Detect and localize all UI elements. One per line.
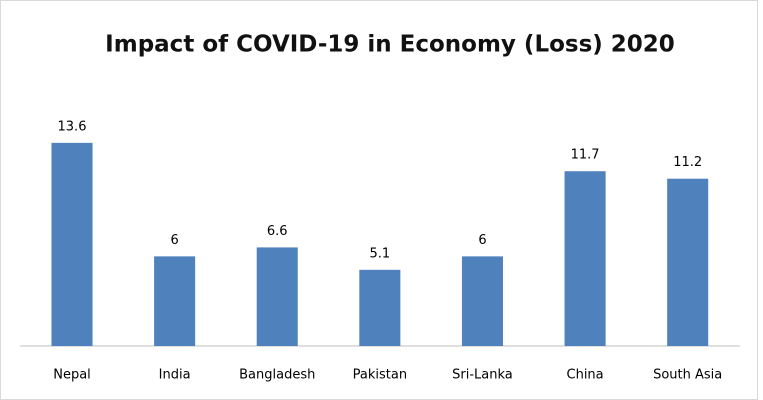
x-tick-label: Nepal — [53, 368, 91, 383]
bar — [564, 171, 606, 346]
x-tick-label: Sri-Lanka — [452, 368, 513, 383]
bar — [51, 142, 93, 346]
x-tick-label: Pakistan — [353, 368, 407, 383]
x-tick-label: Bangladesh — [239, 368, 315, 383]
bar — [154, 256, 196, 346]
bar — [667, 178, 709, 346]
chart-title: Impact of COVID-19 in Economy (Loss) 202… — [105, 32, 675, 58]
bar — [359, 269, 401, 346]
bar — [461, 256, 503, 346]
data-label: 11.2 — [673, 155, 702, 170]
data-label: 11.7 — [571, 148, 600, 163]
data-label: 6 — [478, 233, 486, 248]
x-tick-label: India — [159, 368, 191, 383]
data-label: 5.1 — [370, 246, 391, 261]
bar — [256, 247, 298, 346]
x-tick-label: China — [567, 368, 604, 383]
data-label: 6 — [170, 233, 178, 248]
x-tick-label: South Asia — [653, 368, 722, 383]
data-label: 6.6 — [267, 224, 288, 239]
data-label: 13.6 — [58, 119, 87, 134]
